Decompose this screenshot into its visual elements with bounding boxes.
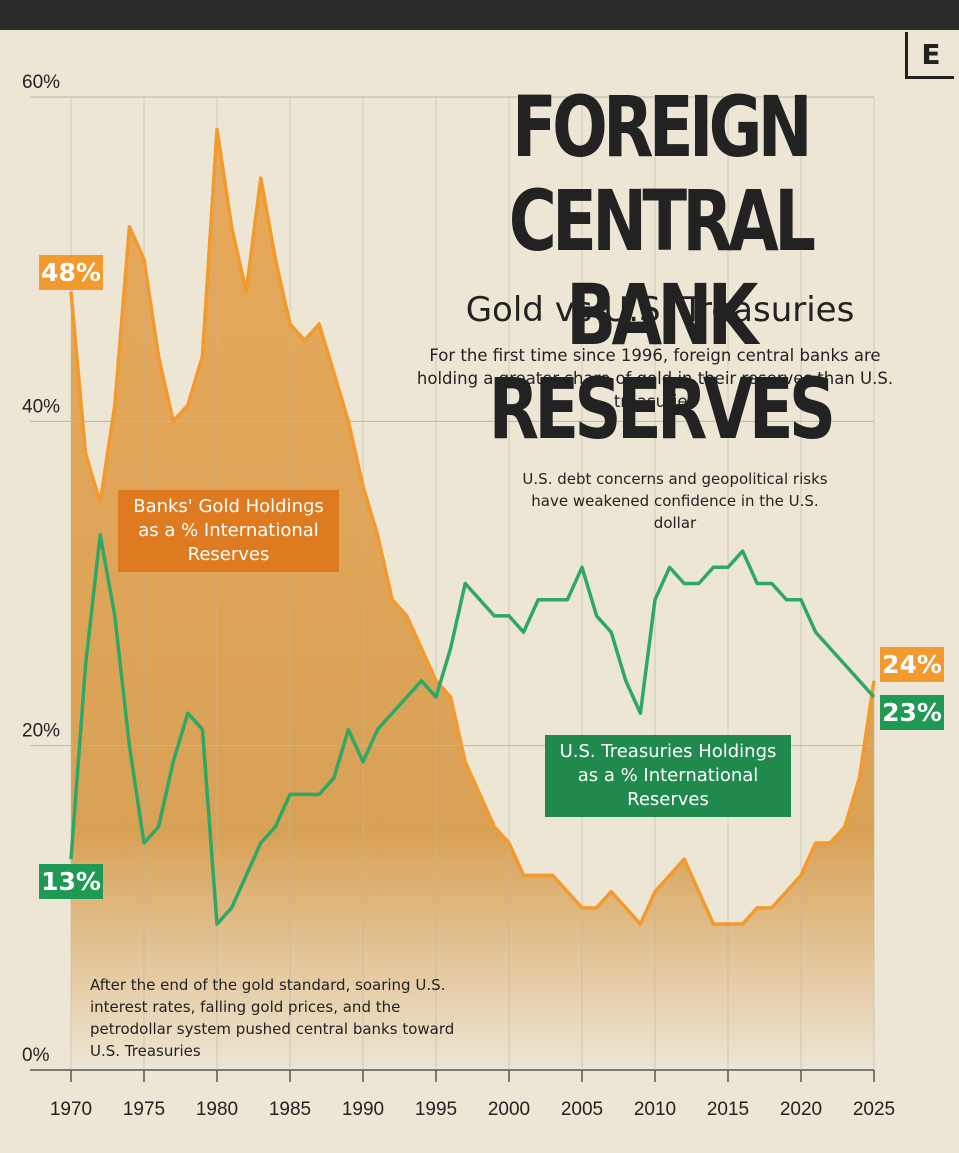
chart-subtitle: Gold vs U.S. Treasuries bbox=[465, 290, 855, 330]
x-tick-label: 2000 bbox=[488, 1099, 530, 1120]
value-label: 24% bbox=[880, 646, 944, 682]
annotation: U.S. debt concerns and geopolitical risk… bbox=[522, 470, 828, 532]
value-label: 13% bbox=[39, 864, 103, 900]
y-tick-label: 40% bbox=[22, 396, 60, 417]
series-label: Banks' Gold Holdings as a % Internationa… bbox=[118, 490, 339, 572]
x-tick-label: 1970 bbox=[50, 1099, 92, 1120]
x-tick-label: 1980 bbox=[196, 1099, 238, 1120]
x-tick-label: 2010 bbox=[634, 1099, 676, 1120]
logo: E bbox=[905, 32, 954, 79]
y-tick-label: 0% bbox=[22, 1045, 50, 1066]
x-tick-label: 2005 bbox=[561, 1099, 603, 1120]
y-tick-label: 20% bbox=[22, 721, 60, 742]
top-bar bbox=[0, 0, 959, 30]
x-tick-label: 1975 bbox=[123, 1099, 165, 1120]
chart-title: FOREIGN CENTRAL BANK RESERVES bbox=[488, 78, 837, 458]
area bbox=[71, 129, 874, 1070]
x-tick-label: 2025 bbox=[853, 1099, 895, 1120]
y-tick-label: 60% bbox=[22, 72, 60, 93]
x-tick-label: 2015 bbox=[707, 1099, 749, 1120]
line bbox=[69, 127, 876, 926]
description: For the first time since 1996, foreign c… bbox=[416, 346, 894, 411]
line bbox=[69, 533, 876, 926]
annotation: After the end of the gold standard, soar… bbox=[90, 976, 455, 1060]
x-tick-label: 1995 bbox=[415, 1099, 457, 1120]
value-label: 48% bbox=[39, 254, 103, 290]
series-label: U.S. Treasuries Holdings as a % Internat… bbox=[545, 735, 791, 817]
x-tick-label: 2020 bbox=[780, 1099, 822, 1120]
value-label: 23% bbox=[880, 695, 944, 731]
x-tick-label: 1985 bbox=[269, 1099, 311, 1120]
x-tick-label: 1990 bbox=[342, 1099, 384, 1120]
